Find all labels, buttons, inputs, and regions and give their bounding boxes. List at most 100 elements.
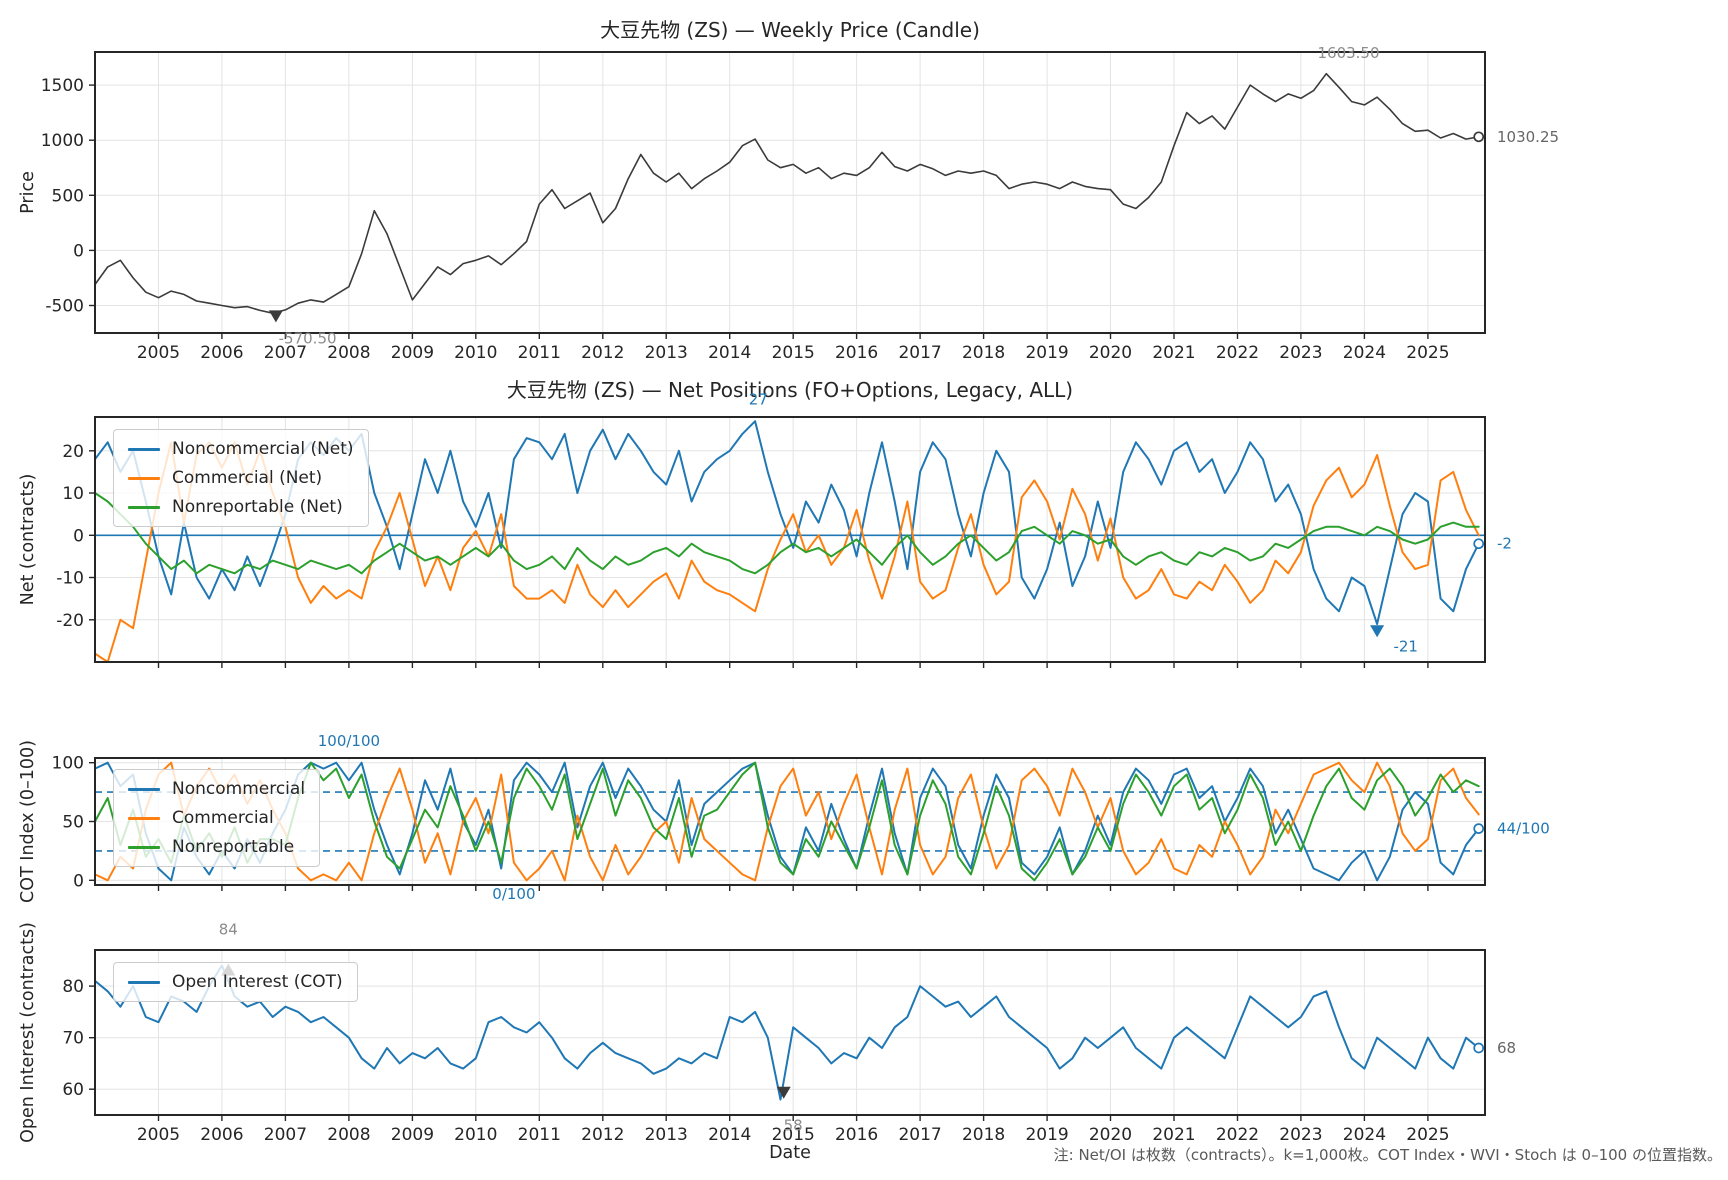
x-tick-label: 2021	[1152, 343, 1195, 363]
open-interest-legend: Open Interest (COT)	[113, 962, 358, 1002]
x-tick-label: 2020	[1089, 1125, 1132, 1145]
value-annotation: 84	[219, 921, 238, 939]
x-tick-label: 2023	[1279, 1125, 1322, 1145]
latest-value-label: 68	[1497, 1039, 1516, 1057]
x-tick-label: 2016	[835, 1125, 878, 1145]
y-tick-label: 20	[62, 442, 84, 462]
legend-label: Open Interest (COT)	[172, 972, 343, 992]
x-tick-label: 2007	[264, 1125, 307, 1145]
x-tick-label: 2019	[1025, 1125, 1068, 1145]
net-positions-panel: -20 -10 0 10 20 Net (contracts) 27 -21 -2	[18, 390, 1512, 668]
nonreportable-line-swatch	[128, 845, 160, 849]
series-line	[94, 761, 1480, 882]
open-interest-line-swatch	[128, 980, 160, 984]
value-annotation: -21	[1393, 637, 1418, 655]
x-tick-label: 2025	[1406, 343, 1449, 363]
x-tick-label: 2017	[898, 1125, 941, 1145]
x-tick-label: 2008	[327, 343, 370, 363]
y-tick-label: 10	[62, 484, 84, 504]
tri-down-marker-icon	[776, 1086, 791, 1099]
y-axis-label: Net (contracts)	[18, 474, 38, 606]
series-line	[94, 492, 1480, 575]
x-tick-label: 2015	[772, 343, 815, 363]
x-tick-label: 2012	[581, 1125, 624, 1145]
x-tick-label: 2017	[898, 343, 941, 363]
x-tick-label: 2006	[200, 343, 243, 363]
plot-frame	[94, 51, 1486, 334]
nonreportable-line-swatch	[128, 505, 160, 509]
legend-item-nonreportable-net: Nonreportable (Net)	[128, 497, 354, 517]
commercial-line-swatch	[128, 476, 160, 480]
x-tick-label: 2013	[645, 343, 688, 363]
x-tick-label: 2022	[1216, 343, 1259, 363]
legend-item-noncommercial: Noncommercial	[128, 779, 305, 799]
legend-item-noncommercial-net: Noncommercial (Net)	[128, 439, 354, 459]
cot-index-legend: Noncommercial Commercial Nonreportable	[113, 769, 321, 867]
noncommercial-line-swatch	[128, 447, 160, 451]
y-tick-label: 80	[62, 977, 84, 997]
x-tick-label: 2025	[1406, 1125, 1449, 1145]
x-tick-label: 2016	[835, 343, 878, 363]
net-positions-chart-title: 大豆先物 (ZS) — Net Positions (FO+Options, L…	[506, 378, 1074, 402]
noncommercial-line-swatch	[128, 787, 160, 791]
x-tick-label: 2007	[264, 343, 307, 363]
latest-value-label: -2	[1497, 535, 1512, 553]
legend-label: Commercial	[172, 808, 274, 828]
commercial-line-swatch	[128, 816, 160, 820]
value-annotation: 100/100	[318, 732, 380, 750]
cot-index-panel: 0 50 100 COT Index (0–100) 100/100 0/100 44/10…	[18, 732, 1550, 903]
series-end-marker	[1473, 823, 1485, 834]
tri-down-marker-icon	[268, 310, 283, 323]
value-annotation: 58	[784, 1117, 803, 1135]
value-annotation: -570.50	[279, 330, 337, 348]
y-tick-label: -500	[45, 297, 84, 317]
legend-item-commercial-net: Commercial (Net)	[128, 468, 354, 488]
series-end-marker	[1473, 1042, 1485, 1054]
x-tick-label: 2018	[962, 343, 1005, 363]
x-tick-label: 2018	[962, 1125, 1005, 1145]
value-annotation: 0/100	[492, 885, 535, 903]
value-annotation: 1603.50	[1317, 44, 1379, 62]
y-tick-label: 1500	[41, 76, 84, 96]
y-tick-label: 50	[62, 813, 84, 833]
net-positions-legend: Noncommercial (Net) Commercial (Net) Non…	[113, 429, 369, 527]
x-tick-label: 2008	[327, 1125, 370, 1145]
series-line	[94, 761, 1480, 882]
x-tick-label: 2009	[391, 1125, 434, 1145]
x-tick-label: 2024	[1343, 343, 1386, 363]
legend-item-commercial: Commercial	[128, 808, 305, 828]
x-tick-label: 2009	[391, 343, 434, 363]
x-tick-label: 2020	[1089, 343, 1132, 363]
y-axis-label: Price	[18, 171, 38, 214]
y-tick-label: 500	[52, 186, 84, 206]
x-axis-label-date: Date	[769, 1143, 811, 1163]
tri-down-marker-icon	[1370, 625, 1385, 638]
x-tick-label: 2011	[518, 1125, 561, 1145]
latest-value-label: 1030.25	[1497, 128, 1559, 146]
price-chart-title: 大豆先物 (ZS) — Weekly Price (Candle)	[600, 18, 980, 42]
x-tick-label: 2014	[708, 343, 751, 363]
legend-label: Noncommercial (Net)	[172, 439, 354, 459]
series-line	[94, 964, 1480, 1101]
x-tick-label: 2005	[137, 343, 180, 363]
x-tick-label: 2013	[645, 1125, 688, 1145]
y-tick-label: -10	[56, 569, 84, 589]
x-tick-label: 2012	[581, 343, 624, 363]
series-end-marker	[1473, 538, 1485, 550]
y-tick-label: 1000	[41, 131, 84, 151]
y-tick-label: -20	[56, 611, 84, 631]
x-tick-label: 2015	[772, 1125, 815, 1145]
legend-label: Nonreportable	[172, 837, 295, 857]
x-tick-label: 2019	[1025, 343, 1068, 363]
y-tick-label: 60	[62, 1080, 84, 1100]
x-tick-label: 2011	[518, 343, 561, 363]
series-line	[94, 72, 1480, 315]
y-tick-label: 0	[73, 871, 84, 891]
y-tick-label: 100	[52, 754, 84, 774]
y-axis-label: Open Interest (contracts)	[18, 922, 38, 1143]
x-tick-label: 2010	[454, 1125, 497, 1145]
x-tick-label: 2014	[708, 1125, 751, 1145]
latest-value-label: 44/100	[1497, 820, 1550, 838]
series-line	[94, 441, 1480, 663]
